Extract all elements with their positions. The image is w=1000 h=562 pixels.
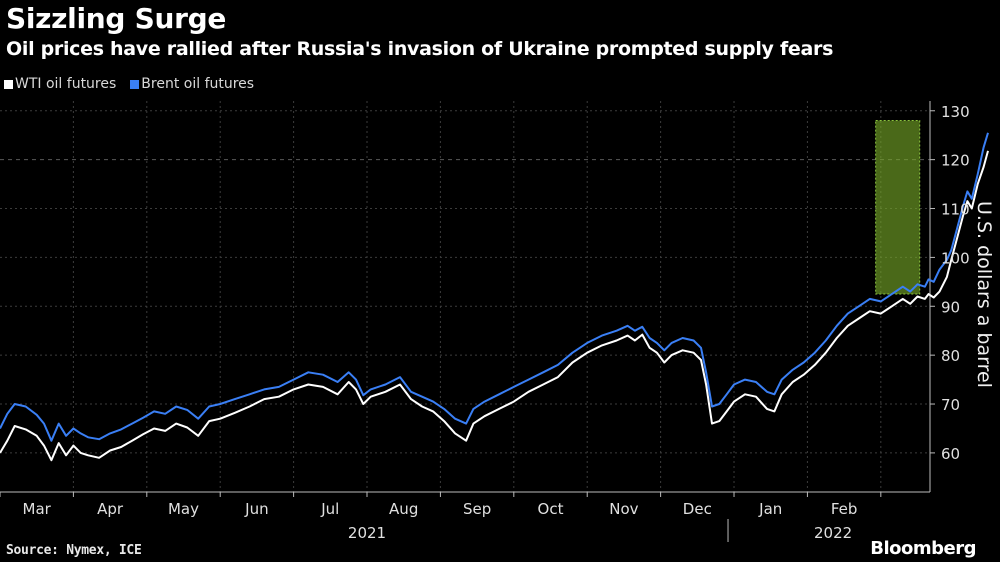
legend-label-wti: WTI oil futures bbox=[15, 76, 117, 92]
x-tick-label-apr: Apr bbox=[97, 500, 124, 518]
series-line-wti bbox=[0, 150, 989, 462]
highlight-box bbox=[875, 120, 921, 295]
x-tick-label-jul: Jul bbox=[320, 500, 339, 518]
series-lines bbox=[0, 132, 989, 462]
source-note: Source: Nymex, ICE bbox=[6, 543, 142, 558]
year-label-2022: 2022 bbox=[814, 524, 852, 542]
legend: WTI oil futures Brent oil futures bbox=[4, 76, 254, 92]
y-tick-label-60: 60 bbox=[941, 445, 960, 463]
year-label-2021: 2021 bbox=[348, 524, 386, 542]
axes bbox=[0, 101, 935, 542]
y-tick-label-100: 100 bbox=[941, 249, 970, 267]
y-axis-title: U.S. dollars a barrel bbox=[973, 201, 995, 388]
y-tick-label-120: 120 bbox=[941, 152, 970, 170]
series-line-brent bbox=[0, 132, 989, 442]
x-tick-label-dec: Dec bbox=[683, 500, 712, 518]
y-tick-label-110: 110 bbox=[941, 201, 970, 219]
x-tick-label-mar: Mar bbox=[23, 500, 52, 518]
grid-lines bbox=[0, 101, 930, 492]
legend-item-wti: WTI oil futures bbox=[4, 76, 116, 92]
legend-item-brent: Brent oil futures bbox=[130, 76, 254, 92]
legend-label-brent: Brent oil futures bbox=[141, 76, 255, 92]
legend-swatch-brent bbox=[130, 79, 140, 89]
y-tick-label-130: 130 bbox=[941, 103, 970, 121]
x-tick-label-oct: Oct bbox=[538, 500, 564, 518]
x-tick-label-may: May bbox=[168, 500, 199, 518]
x-tick-label-aug: Aug bbox=[389, 500, 418, 518]
y-tick-label-80: 80 bbox=[941, 347, 960, 365]
x-tick-label-nov: Nov bbox=[609, 500, 638, 518]
axis-labels: 60 70 80 90 100 110 120 130 Mar Apr May Jun Jul Aug Se… bbox=[23, 103, 995, 542]
legend-swatch-wti bbox=[4, 79, 13, 89]
chart-subtitle: Oil prices have rallied after Russia's i… bbox=[6, 38, 834, 60]
y-tick-label-90: 90 bbox=[941, 298, 960, 316]
highlight-layer bbox=[875, 120, 921, 295]
x-tick-label-sep: Sep bbox=[463, 500, 491, 518]
y-tick-label-70: 70 bbox=[941, 396, 960, 414]
chart-title: Sizzling Surge bbox=[6, 2, 227, 35]
x-tick-label-feb: Feb bbox=[831, 500, 858, 518]
x-tick-label-jun: Jun bbox=[244, 500, 268, 518]
x-tick-label-jan: Jan bbox=[758, 500, 782, 518]
bloomberg-logo: Bloomberg bbox=[870, 538, 976, 559]
